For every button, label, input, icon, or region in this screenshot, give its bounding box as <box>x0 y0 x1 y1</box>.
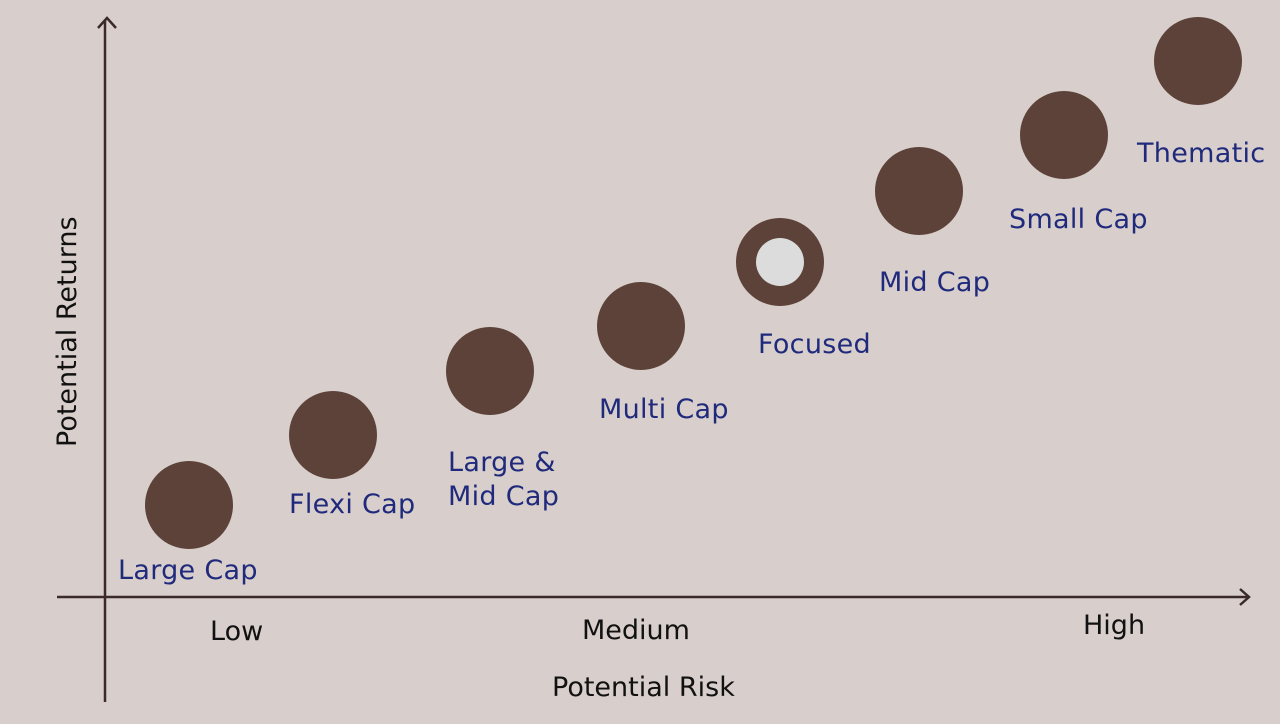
y-axis-arrow-icon <box>97 16 117 29</box>
bubble-label: Multi Cap <box>599 394 729 425</box>
bubble-large-mid-cap <box>446 327 534 415</box>
bubbles <box>145 17 1242 549</box>
x-tick-low: Low <box>210 616 264 647</box>
x-tick-medium: Medium <box>582 615 690 646</box>
bubble-large-cap <box>145 461 233 549</box>
bubble-highlight-center <box>756 238 804 286</box>
bubble-multi-cap <box>597 282 685 370</box>
y-axis <box>97 16 117 702</box>
bubble-label: Mid Cap <box>879 267 991 298</box>
bubble-label: Small Cap <box>1009 204 1148 235</box>
bubble-small-cap <box>1020 91 1108 179</box>
x-axis <box>57 588 1251 606</box>
bubble-flexi-cap <box>289 391 377 479</box>
bubble-label: Focused <box>758 329 871 360</box>
x-axis-title: Potential Risk <box>552 672 735 703</box>
bubble-label: Thematic <box>1137 138 1266 169</box>
y-axis-title: Potential Returns <box>52 216 83 447</box>
bubble-label: Flexi Cap <box>289 489 416 520</box>
x-axis-arrow-icon <box>1239 588 1251 606</box>
bubble-label: Large & Mid Cap <box>448 447 560 512</box>
bubble-mid-cap <box>875 147 963 235</box>
bubble-label: Large Cap <box>118 555 258 586</box>
x-tick-high: High <box>1083 610 1146 641</box>
bubble-thematic <box>1154 17 1242 105</box>
